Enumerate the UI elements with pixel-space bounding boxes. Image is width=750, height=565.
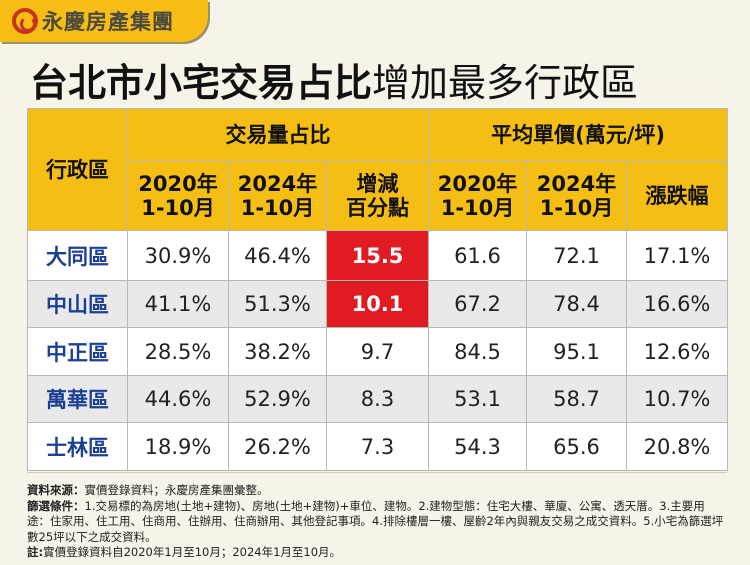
district-cell: 士林區 bbox=[27, 422, 128, 471]
district-cell: 大同區 bbox=[27, 230, 128, 281]
value-cell: 7.3 bbox=[325, 422, 430, 471]
subheader-line: 增減 bbox=[356, 171, 399, 196]
value-cell: 44.6% bbox=[127, 375, 229, 423]
value-cell: 95.1 bbox=[526, 327, 628, 376]
source-text: 實價登錄資料；永慶房產集團彙整。 bbox=[84, 483, 269, 497]
district-cell: 中山區 bbox=[27, 280, 128, 328]
value-cell: 53.1 bbox=[428, 375, 528, 423]
footnotes: 資料來源：實價登錄資料；永慶房產集團彙整。 篩選條件：1.交易標的為房地(土地+… bbox=[27, 483, 727, 561]
header-district: 行政區 bbox=[27, 108, 128, 231]
subheader: 2024年 1-10月 bbox=[526, 160, 628, 231]
filter-text: 1.交易標的為房地(土地+建物)、房地(土地+建物)+車位、建物。2.建物型態：… bbox=[27, 498, 724, 544]
subheader: 漲跌幅 bbox=[626, 160, 729, 231]
value-cell: 16.6% bbox=[626, 280, 729, 328]
value-cell: 54.3 bbox=[428, 422, 528, 471]
table-row: 士林區 18.9% 26.2% 7.3 54.3 65.6 20.8% bbox=[27, 422, 729, 471]
subheader-line: 百分點 bbox=[346, 195, 409, 220]
subheader: 增減 百分點 bbox=[325, 160, 430, 231]
value-cell: 15.5 bbox=[325, 230, 430, 281]
subheader: 2020年 1-10月 bbox=[127, 160, 229, 231]
value-cell: 78.4 bbox=[526, 280, 628, 328]
note-label: 註: bbox=[27, 545, 44, 559]
note-text: 實價登錄資料自2020年1月至10月；2024年1月至10月。 bbox=[43, 545, 342, 559]
district-cell: 萬華區 bbox=[27, 375, 128, 423]
page-title: 台北市小宅交易占比增加最多行政區 bbox=[30, 52, 638, 107]
divider bbox=[27, 472, 727, 473]
filter-label: 篩選條件： bbox=[27, 498, 85, 513]
subheader: 2020年 1-10月 bbox=[428, 160, 528, 231]
title-regular: 增加最多行政區 bbox=[372, 61, 639, 105]
subheader-line: 2024年 bbox=[237, 171, 318, 196]
value-cell: 26.2% bbox=[228, 422, 327, 471]
subheader-line: 1-10月 bbox=[440, 195, 515, 220]
table-row: 大同區 30.9% 46.4% 15.5 61.6 72.1 17.1% bbox=[27, 230, 729, 281]
subheader-line: 2020年 bbox=[138, 171, 218, 196]
logo-icon bbox=[12, 8, 38, 34]
value-cell: 41.1% bbox=[127, 280, 229, 328]
brand-banner: 永慶房產集團 bbox=[0, 0, 208, 42]
value-cell: 52.9% bbox=[228, 375, 327, 423]
value-cell: 9.7 bbox=[325, 327, 430, 376]
value-cell: 84.5 bbox=[428, 327, 528, 376]
subheader: 2024年 1-10月 bbox=[228, 160, 327, 231]
value-cell: 10.1 bbox=[325, 280, 430, 328]
value-cell: 18.9% bbox=[127, 422, 229, 471]
value-cell: 8.3 bbox=[325, 375, 430, 423]
value-cell: 28.5% bbox=[127, 327, 229, 376]
district-cell: 中正區 bbox=[27, 327, 128, 376]
subheader-line: 漲跌幅 bbox=[645, 183, 709, 208]
subheader-line: 1-10月 bbox=[539, 195, 614, 220]
subheader-line: 2020年 bbox=[437, 171, 518, 196]
value-cell: 46.4% bbox=[228, 230, 327, 281]
table-row: 中山區 41.1% 51.3% 10.1 67.2 78.4 16.6% bbox=[27, 280, 729, 328]
table-row: 中正區 28.5% 38.2% 9.7 84.5 95.1 12.6% bbox=[27, 327, 729, 376]
value-cell: 30.9% bbox=[127, 230, 229, 281]
header-avg-price: 平均單價(萬元/坪) bbox=[428, 108, 729, 161]
value-cell: 38.2% bbox=[228, 327, 327, 376]
value-cell: 51.3% bbox=[228, 280, 327, 328]
value-cell: 20.8% bbox=[626, 422, 729, 471]
header-volume-share: 交易量占比 bbox=[126, 108, 430, 161]
subheader-line: 1-10月 bbox=[141, 195, 215, 220]
data-table: 行政區 交易量占比 平均單價(萬元/坪) 2020年 1-10月 2024年 1-10… bbox=[27, 108, 729, 471]
brand-name: 永慶房產集團 bbox=[42, 10, 174, 34]
subheader-line: 2024年 bbox=[536, 171, 617, 196]
value-cell: 10.7% bbox=[626, 375, 729, 423]
value-cell: 67.2 bbox=[428, 280, 528, 328]
value-cell: 72.1 bbox=[526, 230, 628, 281]
value-cell: 65.6 bbox=[526, 422, 628, 471]
value-cell: 58.7 bbox=[526, 375, 628, 423]
value-cell: 17.1% bbox=[626, 230, 729, 281]
title-bold: 台北市小宅交易占比 bbox=[30, 61, 373, 105]
table-row: 萬華區 44.6% 52.9% 8.3 53.1 58.7 10.7% bbox=[27, 375, 729, 423]
value-cell: 12.6% bbox=[626, 327, 729, 376]
subheader-line: 1-10月 bbox=[240, 195, 315, 220]
value-cell: 61.6 bbox=[428, 230, 528, 281]
source-label: 資料來源： bbox=[27, 483, 85, 497]
